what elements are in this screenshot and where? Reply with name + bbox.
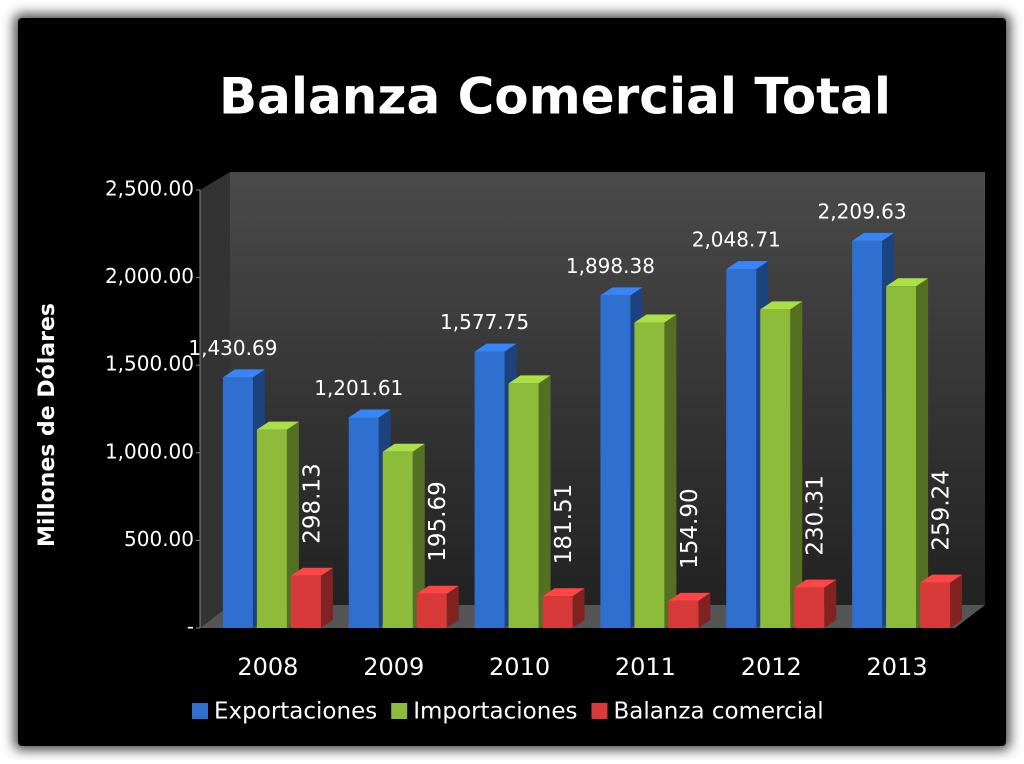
bar bbox=[920, 574, 963, 628]
legend-swatch bbox=[391, 703, 408, 719]
legend-label: Balanza comercial bbox=[613, 699, 823, 725]
bar-front bbox=[474, 351, 505, 628]
legend-swatch bbox=[591, 703, 608, 719]
y-tick-label: 500.00 bbox=[124, 527, 194, 551]
y-tick-label: - bbox=[187, 615, 194, 639]
bar-top bbox=[726, 261, 769, 270]
legend-swatch bbox=[192, 703, 208, 719]
bar-front bbox=[256, 429, 287, 628]
bar-top bbox=[760, 301, 803, 310]
y-axis-label: Millones de Dólares bbox=[35, 303, 60, 547]
data-label: 2,048.71 bbox=[692, 228, 781, 252]
data-label: 1,201.61 bbox=[314, 376, 403, 400]
y-tick-label: 1,500.00 bbox=[105, 352, 194, 376]
bar bbox=[634, 314, 677, 628]
bar-front bbox=[760, 309, 791, 628]
bar-top bbox=[542, 588, 585, 597]
chart-title: Balanza Comercial Total bbox=[219, 68, 891, 126]
bar-side bbox=[698, 592, 711, 628]
bar bbox=[794, 579, 837, 628]
bar-front bbox=[290, 575, 321, 628]
data-label: 181.51 bbox=[551, 484, 577, 564]
data-label: 2,209.63 bbox=[818, 199, 907, 223]
bar-top bbox=[794, 579, 837, 588]
y-tick-label: 2,000.00 bbox=[105, 264, 194, 288]
side-wall bbox=[200, 172, 230, 628]
x-tick-label: 2012 bbox=[741, 653, 802, 681]
bar-front bbox=[634, 322, 665, 628]
data-label: 230.31 bbox=[803, 475, 829, 555]
bar-front bbox=[416, 593, 447, 628]
bar-front bbox=[542, 596, 573, 628]
bar-top bbox=[634, 314, 677, 323]
bar bbox=[290, 567, 333, 628]
bar-front bbox=[508, 383, 539, 628]
bar-side bbox=[446, 585, 459, 628]
bar-front bbox=[886, 286, 917, 628]
y-tick-label: 1,000.00 bbox=[105, 439, 194, 463]
bar-side bbox=[572, 588, 585, 628]
x-tick-label: 2010 bbox=[489, 653, 550, 681]
bar-top bbox=[886, 278, 929, 287]
bar bbox=[508, 375, 551, 628]
x-tick-label: 2011 bbox=[615, 653, 676, 681]
bar-top bbox=[290, 567, 333, 576]
data-label: 195.69 bbox=[425, 481, 451, 561]
bar bbox=[760, 301, 803, 628]
bar-top bbox=[256, 421, 299, 430]
bar bbox=[382, 443, 425, 628]
data-label: 259.24 bbox=[929, 470, 955, 550]
bar-top bbox=[920, 574, 963, 583]
bar bbox=[726, 261, 769, 628]
bar bbox=[542, 588, 585, 628]
bar bbox=[416, 585, 459, 628]
bar-top bbox=[852, 232, 895, 241]
bar-front bbox=[920, 582, 951, 628]
x-tick-label: 2008 bbox=[237, 653, 298, 681]
bar-front bbox=[726, 269, 757, 628]
bar-front bbox=[794, 587, 825, 628]
bar-side bbox=[916, 278, 929, 628]
data-label: 1,430.69 bbox=[188, 336, 277, 360]
x-tick-label: 2013 bbox=[867, 653, 928, 681]
bar-side bbox=[664, 314, 677, 628]
bar-front bbox=[852, 240, 883, 629]
bar-top bbox=[668, 592, 711, 601]
bar-front bbox=[668, 600, 699, 628]
legend-label: Exportaciones bbox=[214, 699, 377, 725]
bar-side bbox=[790, 301, 803, 628]
bar-top bbox=[508, 375, 551, 384]
data-label: 1,898.38 bbox=[566, 254, 655, 278]
bar-side bbox=[950, 574, 963, 628]
data-label: 154.90 bbox=[677, 488, 703, 568]
data-label: 1,577.75 bbox=[440, 310, 529, 334]
y-tick-label: 2,500.00 bbox=[105, 177, 194, 201]
bar-side bbox=[824, 579, 837, 628]
bar-front bbox=[382, 451, 413, 628]
bar-front bbox=[222, 377, 253, 628]
legend-label: Importaciones bbox=[413, 699, 577, 725]
bar bbox=[886, 278, 929, 628]
bar-top bbox=[348, 409, 391, 418]
bar-front bbox=[600, 295, 631, 628]
bar-side bbox=[538, 375, 551, 628]
bar-top bbox=[416, 585, 459, 594]
bar bbox=[852, 232, 895, 629]
bar-side bbox=[412, 443, 425, 628]
data-label: 298.13 bbox=[299, 463, 325, 543]
bar-front bbox=[348, 417, 379, 628]
x-tick-label: 2009 bbox=[363, 653, 424, 681]
bar-top bbox=[222, 369, 265, 378]
bar-top bbox=[474, 343, 517, 352]
bar-side bbox=[320, 567, 333, 628]
bar-top bbox=[382, 443, 425, 452]
bar bbox=[668, 592, 711, 628]
bar-top bbox=[600, 287, 643, 296]
